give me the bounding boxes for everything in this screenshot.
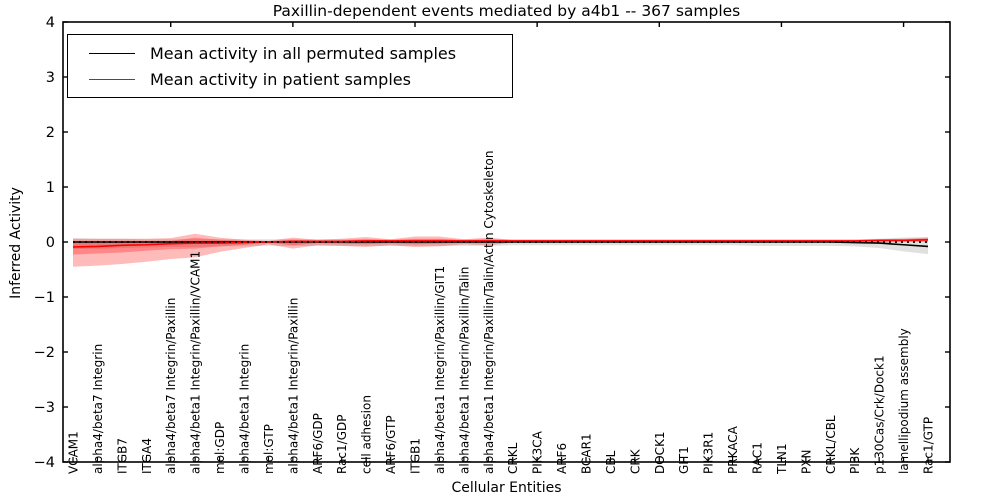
- x-category-label: ARF6/GTP: [384, 415, 398, 474]
- x-category-label: ITGA4: [140, 438, 154, 474]
- y-tick-label: −2: [34, 345, 55, 361]
- x-category-label: GIT1: [677, 446, 691, 474]
- y-tick-label: −4: [34, 455, 55, 471]
- x-category-label: ARF6: [555, 443, 569, 474]
- y-tick-label: −1: [34, 290, 55, 306]
- x-category-label: BCAR1: [580, 433, 594, 474]
- x-axis-label: Cellular Entities: [451, 480, 562, 496]
- x-category-label: alpha4/beta1 Integrin/Paxillin/GIT1: [433, 266, 447, 474]
- permuted-line-swatch: [89, 52, 135, 54]
- x-category-label: PI3K: [848, 447, 862, 474]
- x-category-label: PIK3CA: [531, 430, 545, 474]
- x-category-label: RAC1: [751, 442, 765, 474]
- y-tick-label: 0: [46, 235, 55, 251]
- y-tick-label: 1: [46, 180, 55, 196]
- chart-title: Paxillin-dependent events mediated by a4…: [272, 2, 741, 20]
- x-category-label: TLN1: [775, 443, 789, 475]
- patient-line-swatch: [89, 78, 135, 80]
- x-category-label: ARF6/GDP: [311, 413, 325, 474]
- x-category-label: cell adhesion: [360, 395, 374, 474]
- x-category-label: alpha4/beta7 Integrin: [91, 344, 105, 474]
- x-category-label: p130Cas/Crk/Dock1: [873, 355, 887, 474]
- legend-label-patient: Mean activity in patient samples: [150, 69, 411, 89]
- x-category-label: PRKACA: [726, 425, 740, 474]
- x-category-label: CRKL/CBL: [824, 415, 838, 474]
- x-category-label: DOCK1: [653, 431, 667, 474]
- x-category-label: ITGB7: [115, 438, 129, 474]
- x-category-label: lamellipodium assembly: [897, 328, 911, 474]
- x-category-label: Rac1/GDP: [335, 415, 349, 474]
- legend-item-permuted: Mean activity in all permuted samples: [89, 44, 512, 63]
- x-category-label: alpha4/beta7 Integrin/Paxillin: [164, 298, 178, 474]
- x-category-label: alpha4/beta1 Integrin/Paxillin/Talin: [457, 267, 471, 474]
- x-category-label: alpha4/beta1 Integrin/Paxillin: [286, 298, 300, 474]
- x-category-label: PXN: [799, 450, 813, 474]
- x-category-label: mol:GTP: [262, 424, 276, 474]
- x-category-label: CRK: [628, 448, 642, 474]
- y-tick-label: −3: [34, 400, 55, 416]
- x-category-label: alpha4/beta1 Integrin/Paxillin/Talin/Act…: [482, 151, 496, 474]
- x-category-label: Rac1/GTP: [922, 417, 936, 474]
- y-tick-label: 4: [46, 15, 55, 31]
- x-category-label: CRKL: [506, 442, 520, 474]
- x-category-label: mol:GDP: [213, 422, 227, 474]
- y-tick-label: 2: [46, 125, 55, 141]
- legend-label-permuted: Mean activity in all permuted samples: [150, 43, 457, 63]
- x-category-label: ITGB1: [409, 438, 423, 474]
- y-tick-label: 3: [46, 70, 55, 86]
- x-category-label: PIK3R1: [702, 432, 716, 474]
- x-category-label: VCAM1: [67, 431, 81, 474]
- patient-mean-line: [72, 239, 929, 248]
- legend-item-patient: Mean activity in patient samples: [89, 70, 512, 89]
- x-category-label: alpha4/beta1 Integrin: [238, 344, 252, 474]
- legend-box: Mean activity in all permuted samples Me…: [67, 34, 513, 98]
- x-category-label: CBL: [604, 450, 618, 474]
- x-category-label: alpha4/beta1 Integrin/Paxillin/VCAM1: [189, 251, 203, 474]
